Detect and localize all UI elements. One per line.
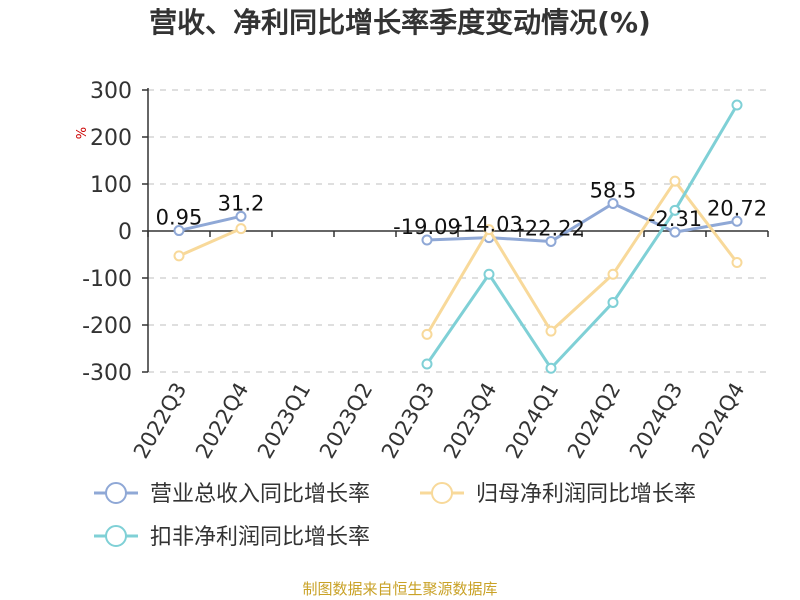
x-tick-label: 2023Q3 [377, 379, 439, 463]
legend-swatch-marker [105, 482, 127, 504]
y-unit-label: % [75, 127, 90, 139]
data-label: 20.72 [707, 196, 767, 220]
data-point [483, 268, 495, 280]
series-line-0 [426, 202, 738, 243]
data-point [545, 325, 557, 337]
data-point [669, 226, 681, 238]
chart-title: 营收、净利同比增长率季度变动情况(%) [149, 6, 651, 39]
legend-label: 营业总收入同比增长率 [150, 482, 370, 507]
legend-swatch-marker [105, 525, 127, 547]
data-point [173, 225, 185, 237]
legend-label: 扣非净利润同比增长率 [150, 525, 370, 550]
x-tick-label: 2023Q2 [315, 379, 377, 463]
data-point [421, 328, 433, 340]
legend-swatch-marker [431, 482, 453, 504]
y-tick-label: -100 [82, 267, 132, 292]
data-point [607, 296, 619, 308]
source-note: 制图数据来自恒生聚源数据库 [302, 580, 497, 598]
data-point [545, 362, 557, 374]
x-tick-label: 2022Q3 [129, 379, 191, 463]
data-point [731, 99, 743, 111]
data-point [483, 224, 495, 236]
data-point [607, 268, 619, 280]
series-line-1 [425, 179, 739, 336]
x-tick-label: 2022Q4 [191, 379, 253, 463]
x-tick-label: 2024Q4 [687, 379, 749, 463]
x-tick-label: 2024Q2 [563, 379, 625, 463]
grid [148, 89, 768, 373]
data-label: -22.22 [517, 216, 585, 240]
series-line-0 [178, 214, 242, 233]
series-line-2 [425, 104, 739, 370]
data-label: -19.09 [393, 215, 461, 239]
data-point [235, 223, 247, 235]
x-tick-label: 2023Q1 [253, 379, 315, 463]
x-tick-label: 2024Q3 [625, 379, 687, 463]
data-point [235, 210, 247, 222]
y-tick-label: 0 [118, 220, 132, 245]
data-label: -14.03 [455, 213, 523, 237]
data-label: 58.5 [590, 179, 637, 203]
y-tick-label: 100 [90, 173, 132, 198]
x-tick-label: 2023Q4 [439, 379, 501, 463]
y-tick-label: 300 [90, 79, 132, 104]
y-tick-label: -300 [82, 361, 132, 386]
x-tick-label: 2024Q1 [501, 379, 563, 463]
data-label: -2.31 [648, 207, 702, 231]
data-point [669, 175, 681, 187]
data-label: 31.2 [218, 191, 265, 215]
data-point [731, 256, 743, 268]
legend-label: 归母净利润同比增长率 [476, 482, 696, 507]
series [173, 99, 743, 374]
data-point [421, 358, 433, 370]
y-tick-label: 200 [90, 126, 132, 151]
y-tick-label: -200 [82, 314, 132, 339]
series-line-1 [178, 227, 242, 258]
data-point [421, 234, 433, 246]
data-point [545, 235, 557, 247]
data-point [669, 204, 681, 216]
data-point [731, 215, 743, 227]
data-label: 0.95 [156, 206, 203, 230]
data-point [173, 250, 185, 262]
data-point [607, 198, 619, 210]
